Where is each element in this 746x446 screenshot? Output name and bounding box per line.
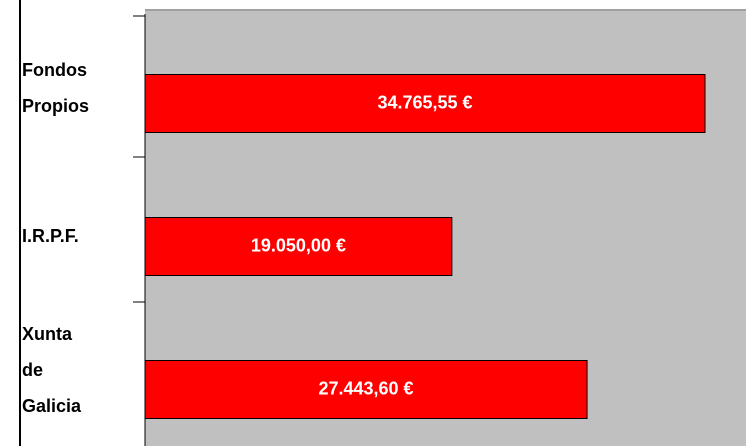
value-label: 19.050,00 €	[251, 235, 346, 255]
category-label: Fondos Propios	[22, 60, 90, 116]
category-label: I.R.P.F.	[22, 226, 79, 246]
value-label: 27.443,60 €	[318, 378, 413, 398]
category-label: Xunta de Galicia	[22, 324, 82, 416]
value-label: 34.765,55 €	[377, 92, 472, 112]
bar	[144, 217, 453, 276]
bar	[144, 360, 588, 419]
bar	[144, 74, 706, 133]
